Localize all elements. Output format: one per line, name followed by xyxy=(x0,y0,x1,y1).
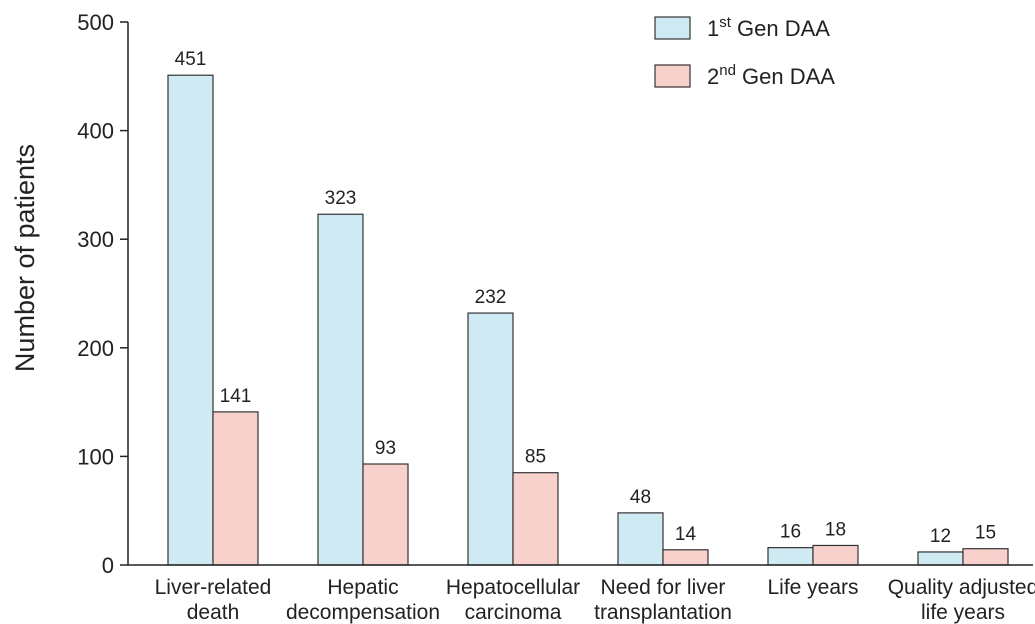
bar xyxy=(812,544,859,566)
bar xyxy=(212,411,259,566)
bar xyxy=(362,463,409,566)
y-tick-label: 400 xyxy=(77,119,114,144)
y-tick-label: 300 xyxy=(77,227,114,252)
data-label: 232 xyxy=(475,287,507,308)
bar xyxy=(317,213,364,566)
data-label: 12 xyxy=(930,526,951,547)
bar xyxy=(962,548,1009,566)
y-tick-label: 100 xyxy=(77,444,114,469)
category-label: Hepatocellular xyxy=(446,576,580,599)
bars: 451 141 323 93 232 85 48 14 16 18 12 15 xyxy=(167,49,1009,566)
data-label: 18 xyxy=(825,519,846,540)
legend: 1st Gen DAA 2nd Gen DAA xyxy=(654,14,835,89)
y-tick-label: 0 xyxy=(102,553,114,578)
y-tick-label: 200 xyxy=(77,336,114,361)
category-label: death xyxy=(187,601,240,624)
data-label: 14 xyxy=(675,524,697,545)
category-label: Life years xyxy=(767,576,858,599)
data-label: 93 xyxy=(375,438,396,459)
bar xyxy=(767,547,814,566)
bar xyxy=(512,472,559,566)
data-label: 323 xyxy=(325,188,357,209)
bar xyxy=(467,312,514,566)
data-label: 48 xyxy=(630,487,651,508)
bar xyxy=(167,74,214,566)
category-label: life years xyxy=(921,601,1005,624)
data-label: 16 xyxy=(780,522,801,543)
category-label: Quality adjusted xyxy=(888,576,1035,599)
y-tick-label: 500 xyxy=(77,10,114,35)
legend-swatch xyxy=(654,16,691,40)
category-label: Need for liver xyxy=(601,576,726,599)
category-label: decompensation xyxy=(286,601,440,624)
category-label: Liver-related xyxy=(155,576,272,599)
data-label: 85 xyxy=(525,447,546,468)
data-label: 451 xyxy=(175,49,207,70)
legend-label: 2nd Gen DAA xyxy=(707,62,835,89)
y-axis-title: Number of patients xyxy=(10,144,40,372)
legend-swatch xyxy=(654,64,691,88)
data-label: 141 xyxy=(220,386,252,407)
category-label: Hepatic xyxy=(327,576,398,599)
bar xyxy=(662,549,709,566)
category-label: carcinoma xyxy=(465,601,562,624)
bar xyxy=(617,512,664,566)
category-label: transplantation xyxy=(594,601,732,624)
y-axis: 0 100 200 300 400 500 xyxy=(77,10,129,578)
legend-label: 1st Gen DAA xyxy=(707,14,830,41)
data-label: 15 xyxy=(975,523,996,544)
bar xyxy=(917,551,964,566)
